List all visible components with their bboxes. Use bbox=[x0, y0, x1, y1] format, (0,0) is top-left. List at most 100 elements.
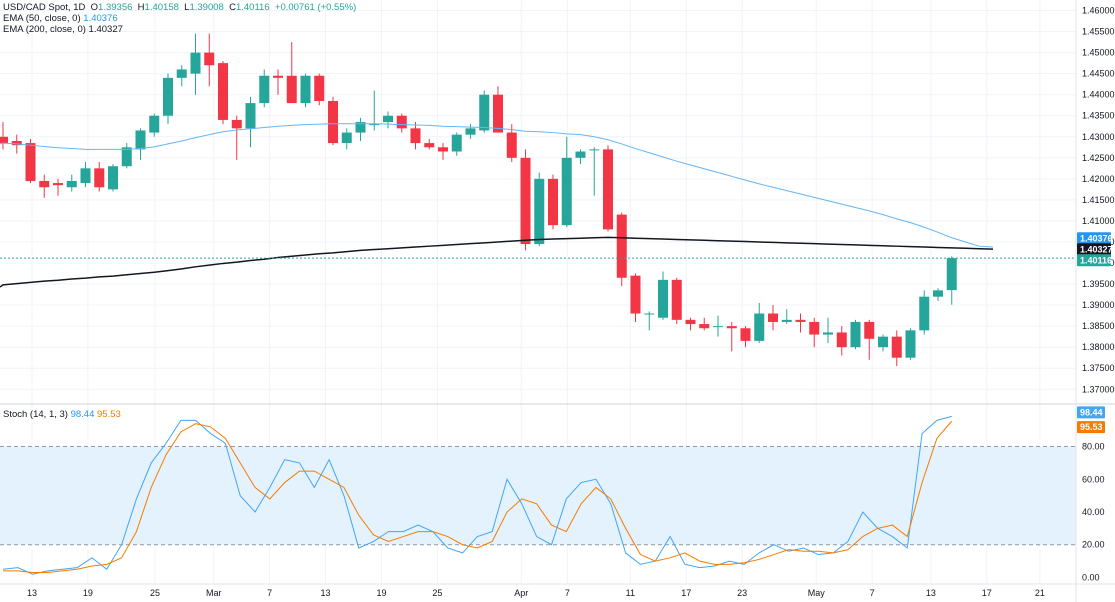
candle-body bbox=[231, 119, 242, 129]
stoch-tick-label: 20.00 bbox=[1082, 540, 1105, 550]
candle-body bbox=[823, 332, 833, 335]
price-tick-label: 1.41000 bbox=[1082, 216, 1115, 226]
candle-body bbox=[768, 313, 778, 322]
stoch-label: Stoch (14, 1, 3) bbox=[3, 409, 68, 420]
symbol-title[interactable]: USD/CAD Spot, 1D bbox=[3, 2, 86, 13]
candle-body bbox=[190, 52, 201, 74]
candle-body bbox=[328, 101, 338, 144]
time-tick-label: 19 bbox=[376, 588, 386, 598]
candle-body bbox=[534, 178, 545, 245]
stoch-legend[interactable]: Stoch (14, 1, 3) 98.44 95.53 bbox=[3, 409, 121, 420]
price-axis[interactable]: 1.46000 1.45500 1.45000 1.44500 1.44000 1.435… bbox=[1082, 6, 1115, 395]
time-tick-label: 21 bbox=[1035, 588, 1045, 598]
main-pane-grid bbox=[0, 10, 1076, 390]
price-tag-label: 1.40327 bbox=[1080, 244, 1113, 254]
price-tick-label: 1.46000 bbox=[1082, 6, 1115, 16]
close-value: 1.40116 bbox=[235, 2, 270, 13]
candle-body bbox=[905, 330, 916, 358]
stoch-tick-label: 0.00 bbox=[1082, 572, 1100, 582]
candle-body bbox=[11, 140, 22, 146]
time-tick-label: 23 bbox=[737, 588, 747, 598]
candle-body bbox=[94, 168, 105, 188]
price-tick-label: 1.38500 bbox=[1082, 321, 1115, 331]
price-tick-label: 1.41500 bbox=[1082, 195, 1115, 205]
candle-body bbox=[946, 258, 957, 291]
price-tick-label: 1.43500 bbox=[1082, 111, 1115, 121]
candle-body bbox=[108, 166, 118, 190]
candle-body bbox=[878, 336, 888, 348]
time-tick-label: 11 bbox=[626, 588, 635, 598]
change-value: +0.00761 (+0.55%) bbox=[274, 2, 357, 13]
price-tick-label: 1.42000 bbox=[1082, 174, 1115, 184]
candle-body bbox=[163, 77, 173, 116]
candle-body bbox=[520, 157, 531, 245]
candle-body bbox=[891, 336, 902, 358]
ema200-label: EMA (200, close, 0) bbox=[3, 24, 86, 35]
stoch-tick-label: 60.00 bbox=[1082, 474, 1105, 484]
ema50-legend-row[interactable]: EMA (50, close, 0) 1.40376 bbox=[3, 13, 356, 24]
candle-body bbox=[451, 134, 462, 152]
stoch-tag-label: 98.44 bbox=[1080, 407, 1103, 417]
candle-body bbox=[919, 296, 930, 331]
price-tick-label: 1.37000 bbox=[1082, 384, 1115, 394]
candle-body bbox=[740, 328, 751, 341]
candle-body bbox=[781, 319, 792, 322]
candle-body bbox=[149, 115, 160, 133]
candles[interactable] bbox=[0, 33, 957, 367]
candle-body bbox=[383, 115, 393, 123]
candle-body bbox=[754, 313, 765, 341]
candle-body bbox=[314, 75, 325, 101]
candle-body bbox=[245, 103, 256, 129]
ema50-label: EMA (50, close, 0) bbox=[3, 13, 81, 24]
time-tick-label: May bbox=[808, 588, 826, 598]
time-tick-label: 17 bbox=[982, 588, 992, 598]
price-tick-label: 1.42500 bbox=[1082, 153, 1115, 163]
time-tick-label: Apr bbox=[514, 588, 528, 598]
stoch-d-value: 95.53 bbox=[97, 409, 121, 420]
candle-body bbox=[658, 279, 668, 318]
stoch-tag bbox=[1077, 421, 1105, 434]
time-tick-label: 7 bbox=[870, 588, 875, 598]
time-tick-label: 17 bbox=[681, 588, 691, 598]
time-tick-label: 25 bbox=[150, 588, 160, 598]
ema200-value: 1.40327 bbox=[88, 24, 123, 35]
candle-body bbox=[548, 178, 558, 226]
price-tag-label: 1.40376 bbox=[1080, 233, 1113, 243]
candle-body bbox=[726, 326, 737, 329]
time-axis[interactable]: 13 19 25 Mar 7 13 19 25 Apr 7 11 17 23 May 7 13 17 21 bbox=[27, 588, 1045, 598]
price-tick-label: 1.44000 bbox=[1082, 90, 1115, 100]
candle-body bbox=[671, 279, 682, 320]
open-value: 1.39356 bbox=[98, 2, 133, 13]
candle-body bbox=[438, 147, 448, 152]
candle-body bbox=[259, 75, 270, 104]
candle-body bbox=[465, 128, 476, 135]
candle-body bbox=[795, 319, 806, 322]
candle-body bbox=[699, 324, 710, 329]
candle-body bbox=[80, 168, 91, 184]
price-tick-label: 1.38000 bbox=[1082, 342, 1115, 352]
candle-body bbox=[273, 75, 283, 78]
candle-body bbox=[850, 321, 861, 348]
stoch-axis[interactable]: 80.00 60.00 40.00 20.00 0.00 bbox=[1082, 442, 1105, 583]
candle-body bbox=[135, 130, 146, 150]
stoch-overbought-oversold-band bbox=[0, 446, 1076, 545]
stoch-tick-label: 40.00 bbox=[1082, 507, 1105, 517]
candle-body bbox=[493, 94, 503, 133]
ema200-legend-row[interactable]: EMA (200, close, 0) 1.40327 bbox=[3, 24, 356, 35]
time-tick-label: 19 bbox=[83, 588, 93, 598]
price-tick-label: 1.37500 bbox=[1082, 363, 1115, 373]
candle-body bbox=[575, 151, 586, 158]
candle-body bbox=[933, 290, 943, 297]
price-tick-label: 1.39500 bbox=[1082, 279, 1115, 289]
candle-body bbox=[685, 319, 696, 325]
candle-body bbox=[479, 94, 490, 131]
candle-body bbox=[66, 180, 77, 188]
candle-body bbox=[355, 122, 366, 133]
candle-body bbox=[864, 321, 875, 339]
candle-body bbox=[589, 149, 600, 151]
stoch-band-lines bbox=[0, 446, 1076, 546]
candle-body bbox=[176, 69, 187, 78]
candle-body bbox=[218, 63, 228, 120]
